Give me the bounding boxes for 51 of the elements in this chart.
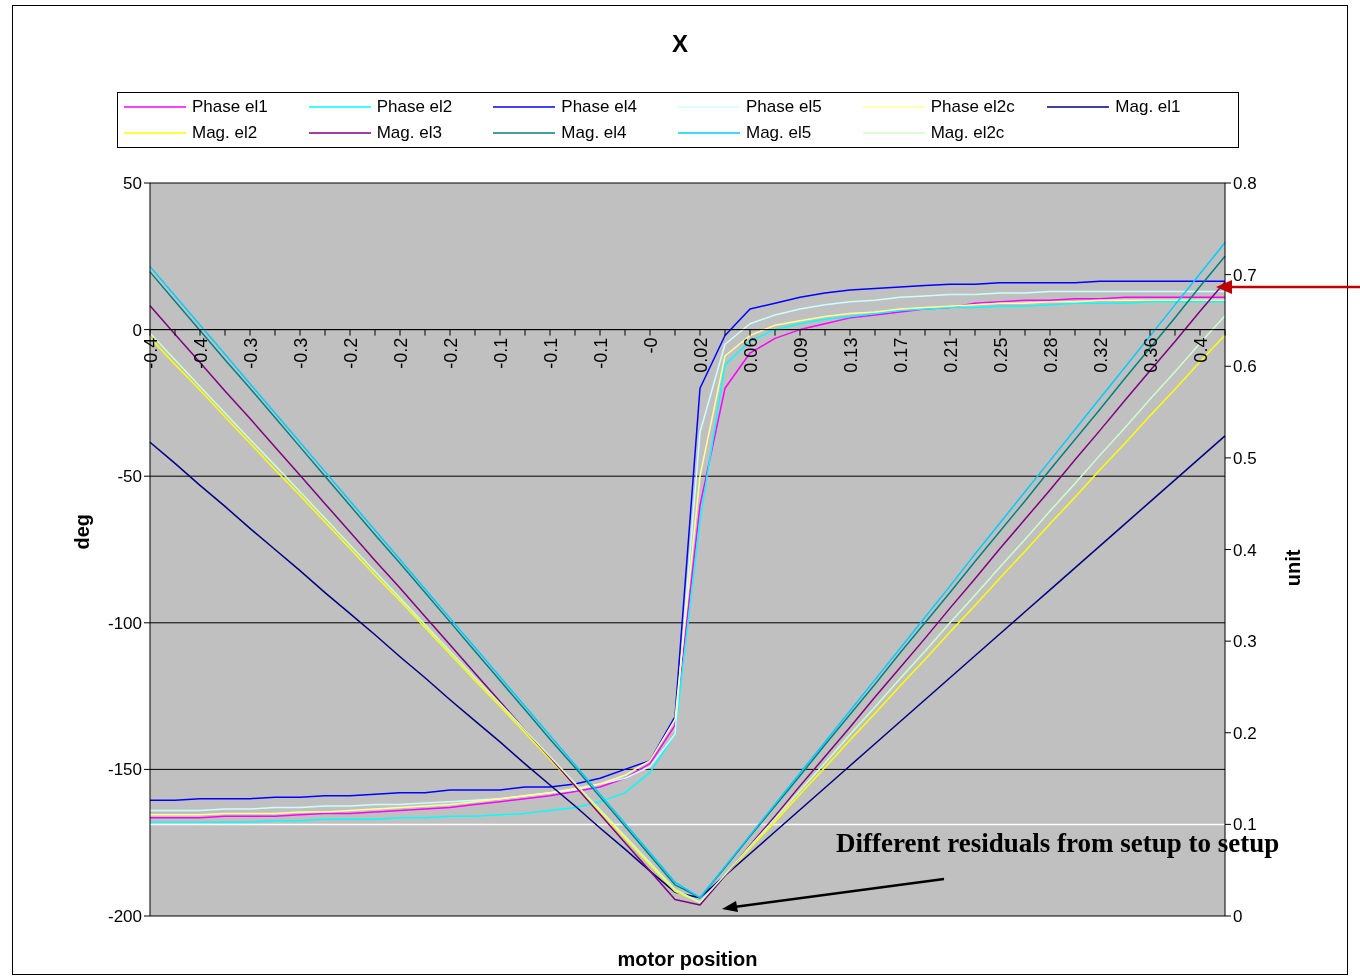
legend-label: Mag. el5 bbox=[746, 123, 812, 143]
x-tick-label: 0.32 bbox=[1091, 337, 1111, 373]
x-tick-label: -0.2 bbox=[441, 337, 461, 369]
x-tick-label: 0.02 bbox=[691, 337, 711, 373]
legend-label: Mag. el4 bbox=[561, 123, 627, 143]
chart-title: X bbox=[671, 30, 689, 58]
legend-label: Phase el2 bbox=[376, 97, 453, 117]
x-tick-label: 0.25 bbox=[991, 337, 1011, 373]
x-tick-label: -0.1 bbox=[491, 337, 511, 369]
legend-label: Mag. el3 bbox=[376, 123, 442, 143]
x-tick-label: 0.36 bbox=[1141, 337, 1161, 373]
x-tick-label: -0.4 bbox=[191, 337, 211, 369]
x-tick-label: -0.1 bbox=[591, 337, 611, 369]
y2-tick-label: 0.7 bbox=[1233, 265, 1257, 285]
y2-tick-label: 0.2 bbox=[1233, 723, 1257, 743]
x-tick-label: -0.1 bbox=[541, 337, 561, 369]
x-tick-label: -0.3 bbox=[241, 337, 261, 369]
y2-tick-label: 0.4 bbox=[1233, 540, 1257, 560]
x-tick-label: 0.06 bbox=[741, 337, 761, 373]
y-tick-label: 50 bbox=[123, 174, 142, 194]
legend-label: Mag. el2 bbox=[192, 123, 258, 143]
legend-label: Phase el2c bbox=[930, 97, 1015, 117]
y2-axis-title: unit bbox=[1282, 549, 1305, 587]
x-tick-label: -0.2 bbox=[391, 337, 411, 369]
x-tick-label: 0.17 bbox=[891, 337, 911, 373]
x-tick-label: -0 bbox=[641, 337, 661, 354]
x-tick-label: -0.2 bbox=[341, 337, 361, 369]
legend-label: Phase el4 bbox=[561, 97, 637, 117]
y-tick-label: -150 bbox=[107, 760, 142, 780]
legend-label: Phase el1 bbox=[192, 97, 268, 117]
x-tick-label: 0.09 bbox=[791, 337, 811, 373]
y2-tick-label: 0.3 bbox=[1233, 632, 1257, 652]
legend-label: Phase el5 bbox=[746, 97, 822, 117]
x-tick-label: -0.4 bbox=[141, 337, 161, 369]
legend-label: Mag. el1 bbox=[1115, 97, 1181, 117]
y2-tick-label: 0.5 bbox=[1233, 448, 1257, 468]
x-tick-label: 0.13 bbox=[841, 337, 861, 373]
x-axis-title: motor position bbox=[617, 948, 758, 970]
y2-tick-label: 0.8 bbox=[1233, 174, 1257, 194]
y-tick-label: 0 bbox=[132, 320, 142, 340]
y-tick-label: -200 bbox=[107, 907, 142, 927]
x-tick-label: -0.3 bbox=[291, 337, 311, 369]
x-tick-label: 0.21 bbox=[941, 337, 961, 373]
x-tick-label: 0.28 bbox=[1041, 337, 1061, 373]
y2-tick-label: 0 bbox=[1233, 907, 1243, 927]
y2-tick-label: 0.6 bbox=[1233, 357, 1257, 377]
y-tick-label: -50 bbox=[117, 467, 142, 487]
x-tick-label: 0.4 bbox=[1191, 337, 1211, 363]
y-tick-label: -100 bbox=[107, 613, 142, 633]
legend-label: Mag. el2c bbox=[930, 123, 1005, 143]
y-axis-title: deg bbox=[71, 513, 94, 550]
